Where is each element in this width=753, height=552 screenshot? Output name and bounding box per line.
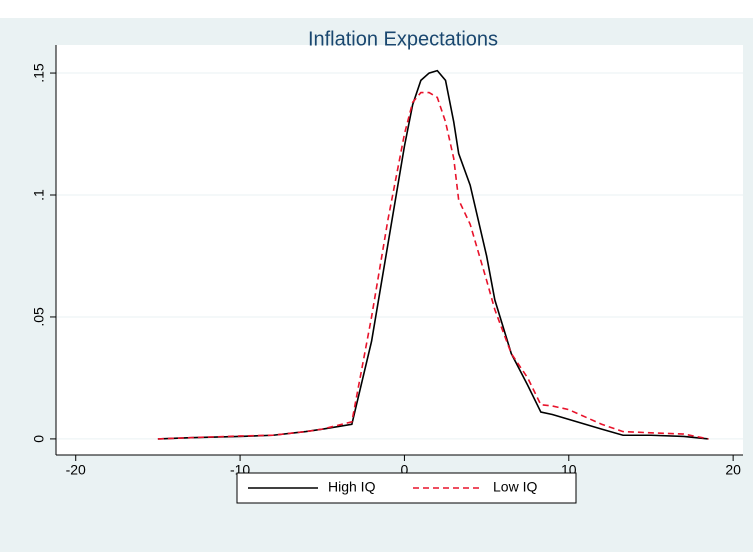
chart-title: Inflation Expectations — [308, 28, 498, 50]
y-tick-label: .1 — [31, 189, 47, 201]
x-tick-label: 20 — [725, 462, 741, 478]
series-line — [157, 91, 709, 440]
plot-area — [56, 45, 743, 455]
y-tick-label: .15 — [31, 63, 47, 83]
legend-label: High IQ — [328, 479, 376, 495]
x-tick-label: -20 — [66, 462, 86, 478]
legend-label: Low IQ — [493, 479, 537, 495]
x-tick-label: 0 — [401, 462, 409, 478]
y-tick-label: .05 — [31, 307, 47, 327]
y-tick-label: 0 — [31, 435, 47, 443]
